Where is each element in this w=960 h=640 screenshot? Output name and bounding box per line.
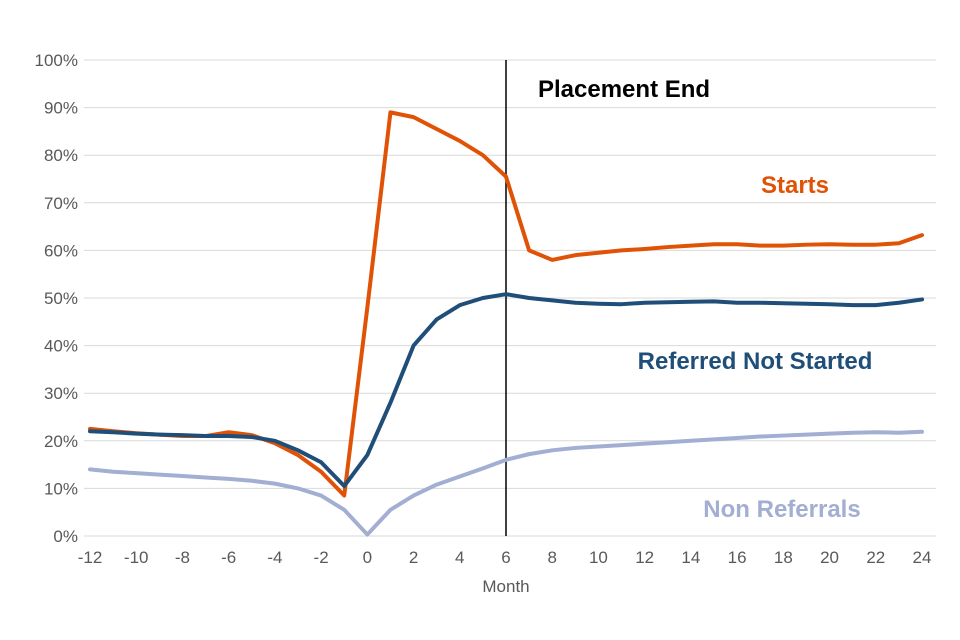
x-axis-title: Month [482, 577, 529, 596]
y-axis-tick-labels: 0% 10% 20% 30% 40% 50% 60% 70% 80% 90% 100% [35, 51, 78, 546]
x-tick-label: -6 [221, 548, 236, 567]
x-tick-label: 24 [913, 548, 932, 567]
y-tick-label: 80% [44, 146, 78, 165]
y-tick-label: 70% [44, 194, 78, 213]
x-tick-label: 0 [363, 548, 372, 567]
x-tick-label: -8 [175, 548, 190, 567]
placement-end-label: Placement End [538, 76, 710, 103]
series-label-starts: Starts [761, 172, 829, 199]
series-label-non-referrals: Non Referrals [703, 496, 860, 523]
series-label-referred-not-started: Referred Not Started [638, 348, 873, 375]
x-tick-label: -4 [267, 548, 282, 567]
series-line-starts [88, 110, 924, 498]
series-line-non-referrals [88, 429, 924, 537]
x-tick-label: -2 [314, 548, 329, 567]
x-tick-label: 2 [409, 548, 418, 567]
y-tick-label: 50% [44, 289, 78, 308]
x-tick-label: 22 [866, 548, 885, 567]
x-tick-label: 18 [774, 548, 793, 567]
y-tick-label: 40% [44, 337, 78, 356]
y-tick-label: 10% [44, 479, 78, 498]
x-tick-label: 10 [589, 548, 608, 567]
x-tick-label: 8 [547, 548, 556, 567]
x-tick-label: 6 [501, 548, 510, 567]
y-tick-label: 20% [44, 432, 78, 451]
series-lines [88, 110, 924, 537]
x-tick-label: 12 [635, 548, 654, 567]
x-tick-label: 14 [681, 548, 700, 567]
y-tick-label: 30% [44, 384, 78, 403]
gridlines [84, 59, 936, 537]
series-line-referred-not-started [88, 292, 924, 489]
y-tick-label: 90% [44, 99, 78, 118]
y-tick-label: 0% [53, 527, 78, 546]
y-tick-label: 100% [35, 51, 78, 70]
x-tick-label: 4 [455, 548, 464, 567]
y-tick-label: 60% [44, 241, 78, 260]
x-tick-label: 16 [728, 548, 747, 567]
x-tick-label: -12 [78, 548, 103, 567]
x-tick-label: 20 [820, 548, 839, 567]
x-axis-tick-labels: -12 -10 -8 -6 -4 -2 0 2 4 6 8 10 12 14 16 18 20 22 24 [78, 548, 932, 567]
x-tick-label: -10 [124, 548, 149, 567]
